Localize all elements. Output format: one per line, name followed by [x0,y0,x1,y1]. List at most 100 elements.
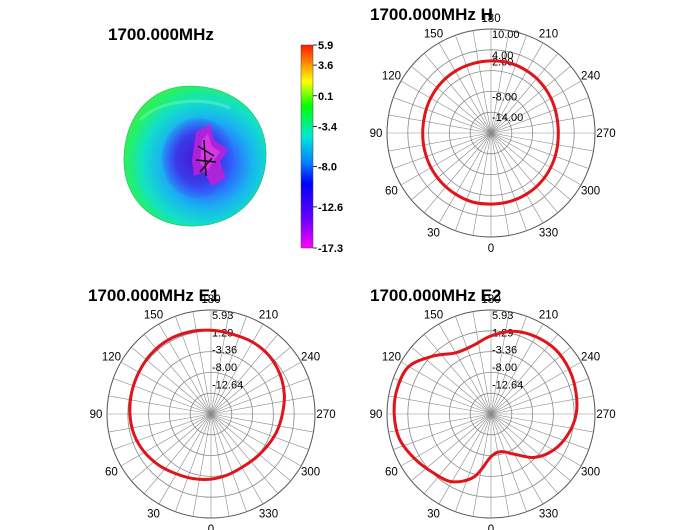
polar-grid-spoke [490,413,510,517]
colorbar: 5.9 3.6 0.1 -3.4 -8.0 -12.6 -17.3 [300,40,343,255]
polar-radial-label: -12.64 [492,379,523,391]
colorbar-ticks: 5.9 3.6 0.1 -3.4 -8.0 -12.6 -17.3 [313,40,343,255]
polar-angle-label: 150 [424,309,443,321]
polar-radial-label: -8.00 [492,91,517,103]
polar-grid-spoke [113,413,212,450]
polar-angle-label: 90 [370,409,383,421]
pattern-3d-title: 1700.000MHz [108,25,214,44]
polar-grid-spoke [490,413,571,482]
polar-grid-spoke [210,413,230,517]
polar-grid-spoke [490,132,544,224]
polar-grid-spoke [423,334,492,415]
polar-angle-label: 0 [208,524,214,530]
polar-grid-spoke [108,395,212,415]
polar-grid-spoke [490,80,582,134]
polar-angle-label: 180 [201,294,220,306]
polar-angle-label: 120 [382,352,401,364]
polar-grid-spoke [210,413,291,482]
polar-grid-spoke [490,132,594,152]
polar-angle-label: 30 [427,228,440,240]
polar-e2-title: 1700.000MHz E2 [370,286,501,305]
polar-grid-spoke [472,311,492,415]
polar-grid-spoke [490,132,559,213]
polar-angle-label: 60 [385,467,398,479]
blob-null-lines [195,139,217,177]
polar-grid-spoke [472,30,492,134]
polar-series-e1 [128,328,286,481]
polar-grid-spoke [490,132,582,186]
polar-grid-spoke [158,413,212,505]
polar-grid-spoke [490,361,582,415]
polar-grid-spoke [490,413,589,450]
polar-e2-chart: 03060901201501802102402703003305.931.29-… [370,294,616,530]
polar-angle-label: 90 [370,128,383,140]
polar-angle-label: 120 [382,71,401,83]
polar-grid-spoke [490,346,571,415]
polar-angle-label: 150 [144,309,163,321]
polar-angle-label: 210 [539,309,558,321]
colorbar-ramp [300,44,314,249]
polar-radial-label: -12.64 [212,379,243,391]
polar-grid-spoke [438,323,492,415]
polar-angle-label: 180 [481,13,500,25]
polar-angle-label: 90 [90,409,103,421]
polar-grid-spoke [438,413,492,505]
blob-shading [138,99,231,122]
colorbar-tick-label: -17.3 [318,243,343,255]
polar-angle-label: 300 [301,467,320,479]
polar-grid-spoke [393,97,492,134]
polar-angle-label: 270 [596,128,615,140]
polar-grid-spoke [438,42,492,134]
polar-grid-spoke [393,378,492,415]
polar-grid-spoke [210,413,264,505]
polar-grid-spoke [210,316,247,415]
polar-grid-spoke [143,413,212,494]
polar-e1-title: 1700.000MHz E1 [88,286,219,305]
polar-grid-spoke [455,35,492,134]
colorbar-tick-label: -12.6 [318,202,343,214]
polar-grid-spoke [175,413,212,512]
polar-angle-label: 30 [147,509,160,521]
polar-grid-spoke [423,53,492,134]
polar-grid-spoke [490,114,594,134]
polar-grid-spoke [388,114,492,134]
polar-panel-e2: 1700.000MHz E2 0 30 60 90 120 150 180 210 240 270… [370,286,616,530]
polar-grid-spoke [411,132,492,201]
polar-radial-label: 4.00 [492,50,513,62]
polar-angle-label: 300 [581,186,600,198]
polar-grid-spoke [210,334,279,415]
polar-grid-spoke [490,413,559,494]
polar-angle-label: 210 [539,28,558,40]
polar-series-h [421,59,560,206]
polar-grid-spoke [455,413,492,512]
polar-angle-label: 0 [488,243,494,255]
polar-grid-spoke [210,346,291,415]
polar-grid-spoke [455,316,492,415]
polar-grid-spoke [210,413,314,433]
polar-grid-spoke [393,413,492,450]
polar-grid-spoke [210,395,314,415]
polar-angle-label: 30 [427,509,440,521]
pattern-3d-panel: 1700.000MHz 5.9 3.6 0.1 -3.4 -8.0 -12.6 -17.3 [108,25,343,255]
polar-grid-spoke [120,361,212,415]
polar-grid-spoke [400,132,492,186]
polar-grid-spoke [120,413,212,467]
polar-grid-spoke [490,132,571,201]
polar-grid-spoke [490,132,589,169]
polar-grid-spoke [131,413,212,482]
polar-radial-label: -14.00 [492,112,523,124]
polar-angle-label: 0 [488,524,494,530]
polar-e1-chart: 03060901201501802102402703003305.931.29-… [90,294,336,530]
colorbar-tick-label: -8.0 [318,162,337,174]
polar-grid-spoke [210,361,302,415]
polar-grid-spoke [210,413,309,450]
polar-angle-label: 60 [105,467,118,479]
polar-angle-label: 240 [581,352,600,364]
polar-angle-label: 60 [385,186,398,198]
polar-radial-label: -3.36 [492,345,517,357]
polar-angle-label: 210 [259,309,278,321]
colorbar-tick-label: -3.4 [318,121,338,133]
polar-grid-spoke [490,30,510,134]
polar-grid-spoke [423,413,492,494]
